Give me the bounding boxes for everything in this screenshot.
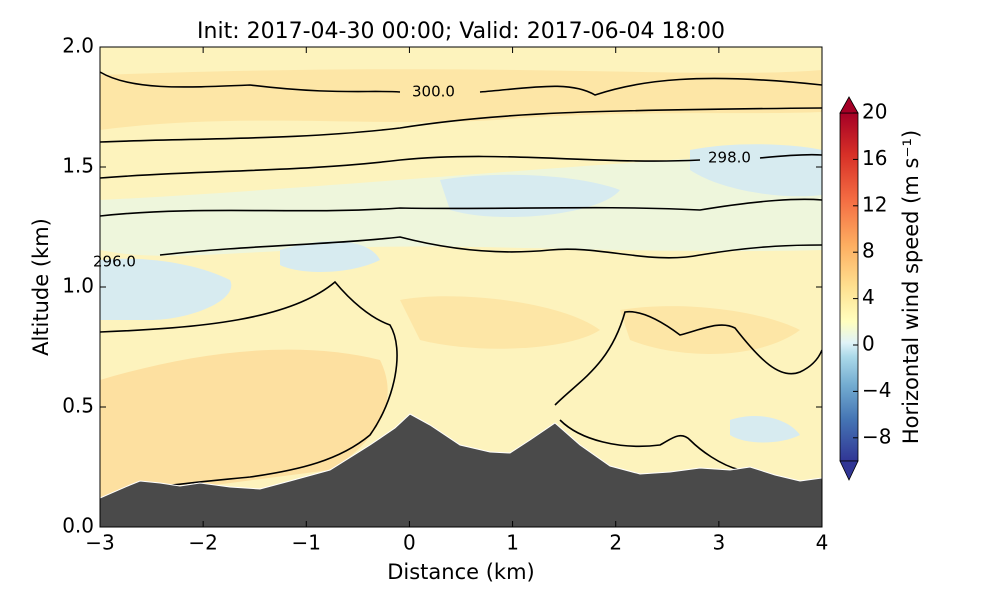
x-tick-label: 0 <box>403 531 416 555</box>
y-axis-label: Altitude (km) <box>29 218 53 356</box>
contour-line <box>100 107 822 143</box>
contour-line <box>159 236 822 259</box>
colorbar-tick-label: −8 <box>862 424 891 448</box>
colorbar-extend <box>839 96 859 114</box>
y-tick-label: 1.0 <box>62 274 94 298</box>
colorbar <box>839 112 859 462</box>
x-tick-label: −3 <box>85 531 114 555</box>
field <box>100 47 822 527</box>
field-patch <box>100 349 388 500</box>
colorbar-label: Horizontal wind speed (m s⁻¹) <box>899 130 923 444</box>
field-patch <box>100 258 232 320</box>
colorbar-tick-label: 4 <box>862 285 875 309</box>
field-patch <box>400 296 600 349</box>
x-tick-label: −1 <box>292 531 321 555</box>
colorbar-tick-label: 20 <box>862 100 887 124</box>
field-patch <box>730 415 800 443</box>
contour-line <box>100 71 822 96</box>
terrain <box>100 413 822 527</box>
contour-line <box>100 198 822 217</box>
contour-line <box>554 310 822 406</box>
x-axis-label: Distance (km) <box>387 560 535 584</box>
contour-line <box>100 153 822 179</box>
contour-label: 300.0 <box>412 83 455 101</box>
x-tick-label: 2 <box>609 531 622 555</box>
colorbar-tick-label: 16 <box>862 146 887 170</box>
contour-label: 298.0 <box>708 149 751 167</box>
contour-line <box>100 280 398 496</box>
y-tick-label: 0.5 <box>62 394 94 418</box>
field-patch <box>440 174 620 218</box>
colorbar-tick-label: 12 <box>862 192 887 216</box>
x-tick-label: 1 <box>506 531 519 555</box>
y-tick-label: 1.5 <box>62 154 94 178</box>
contour-line <box>559 419 741 471</box>
contour-label: 296.0 <box>93 253 136 271</box>
x-tick-label: −2 <box>188 531 217 555</box>
chart-title: Init: 2017-04-30 00:00; Valid: 2017-06-0… <box>197 19 725 44</box>
colorbar-tick-label: −4 <box>862 378 891 402</box>
colorbar-extend <box>839 460 859 481</box>
field-patch <box>280 241 380 272</box>
field-patch <box>620 306 800 354</box>
y-tick-label: 2.0 <box>62 34 94 58</box>
colorbar-tick-label: 0 <box>862 332 875 356</box>
field-patch <box>690 144 822 197</box>
x-tick-label: 4 <box>816 531 829 555</box>
y-tick-label: 0.0 <box>62 514 94 538</box>
colorbar-tick-label: 8 <box>862 239 875 263</box>
x-tick-label: 3 <box>712 531 725 555</box>
